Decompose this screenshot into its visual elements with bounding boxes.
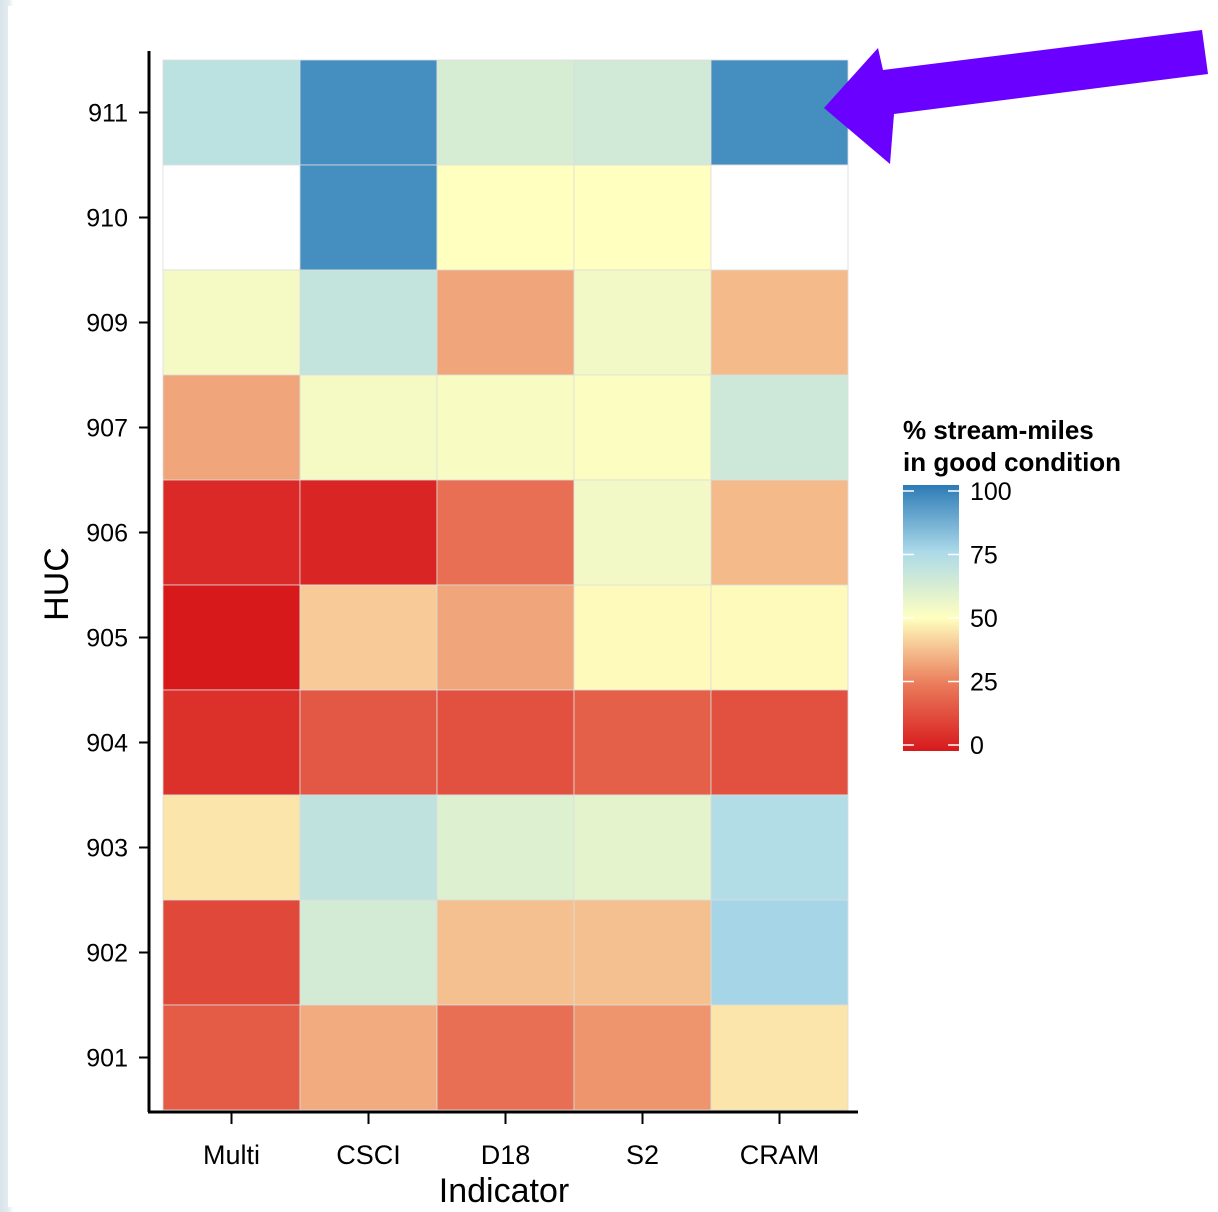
heatmap-cells	[162, 59, 849, 1111]
heatmap-cell-907-cram	[710, 374, 849, 481]
heatmap-cell-904-multi	[162, 689, 301, 796]
x-tick-label: CSCI	[336, 1140, 401, 1170]
chart-frame: 911 910 909 907 906 905 904 903 902 901 Multi CSCI…	[8, 6, 1218, 1210]
heatmap-cell-910-csci	[299, 164, 438, 271]
heatmap-cell-902-csci	[299, 899, 438, 1006]
annotation-arrow	[824, 30, 1208, 164]
y-ticks: 911 910 909 907 906 905 904 903 902 901	[86, 100, 149, 1073]
heatmap-cell-905-s2	[573, 584, 712, 691]
heatmap-cell-901-csci	[299, 1004, 438, 1111]
y-tick-label: 907	[86, 415, 128, 443]
legend: % stream-miles in good condition 100 75 50…	[903, 415, 1121, 760]
heatmap-cell-911-s2	[573, 59, 712, 166]
heatmap-cell-910-multi	[162, 164, 301, 271]
heatmap-cell-907-multi	[162, 374, 301, 481]
legend-tick-label: 75	[970, 542, 998, 570]
heatmap-chart: 911 910 909 907 906 905 904 903 902 901 Multi CSCI…	[38, 30, 1208, 1210]
legend-title-line-2: in good condition	[903, 447, 1121, 477]
heatmap-cell-905-multi	[162, 584, 301, 691]
legend-tick-label: 100	[970, 478, 1012, 506]
axes	[147, 51, 858, 1114]
heatmap-cell-904-d18	[436, 689, 575, 796]
heatmap-cell-905-csci	[299, 584, 438, 691]
heatmap-cell-907-csci	[299, 374, 438, 481]
heatmap-cell-902-cram	[710, 899, 849, 1006]
heatmap-cell-909-multi	[162, 269, 301, 376]
heatmap-cell-906-d18	[436, 479, 575, 586]
x-tick-label: S2	[626, 1140, 659, 1170]
heatmap-cell-903-cram	[710, 794, 849, 901]
y-tick-label: 910	[86, 205, 128, 233]
heatmap-cell-909-csci	[299, 269, 438, 376]
heatmap-cell-901-d18	[436, 1004, 575, 1111]
heatmap-cell-902-multi	[162, 899, 301, 1006]
heatmap-cell-906-multi	[162, 479, 301, 586]
x-tick-label: CRAM	[740, 1140, 820, 1170]
heatmap-cell-906-cram	[710, 479, 849, 586]
heatmap-cell-905-d18	[436, 584, 575, 691]
legend-tick-label: 25	[970, 669, 998, 697]
y-tick-label: 909	[86, 310, 128, 338]
heatmap-cell-909-d18	[436, 269, 575, 376]
y-tick-label: 901	[86, 1045, 128, 1073]
heatmap-cell-901-cram	[710, 1004, 849, 1111]
legend-ticks: 100 75 50 25 0	[903, 478, 1012, 760]
heatmap-cell-902-d18	[436, 899, 575, 1006]
heatmap-cell-904-csci	[299, 689, 438, 796]
x-tick-label: Multi	[203, 1140, 260, 1170]
heatmap-cell-903-d18	[436, 794, 575, 901]
heatmap-cell-901-s2	[573, 1004, 712, 1111]
heatmap-cell-911-d18	[436, 59, 575, 166]
x-axis-title: Indicator	[439, 1172, 569, 1207]
x-ticks: Multi CSCI D18 S2 CRAM	[203, 1112, 819, 1170]
legend-tick-label: 50	[970, 605, 998, 633]
legend-title-line-1: % stream-miles	[903, 415, 1094, 445]
heatmap-cell-906-s2	[573, 479, 712, 586]
heatmap-cell-909-cram	[710, 269, 849, 376]
y-tick-label: 903	[86, 835, 128, 863]
heatmap-cell-903-csci	[299, 794, 438, 901]
heatmap-cell-901-multi	[162, 1004, 301, 1111]
heatmap-cell-910-cram	[710, 164, 849, 271]
heatmap-cell-910-s2	[573, 164, 712, 271]
heatmap-cell-907-d18	[436, 374, 575, 481]
heatmap-cell-911-cram	[710, 59, 849, 166]
y-tick-label: 904	[86, 730, 128, 758]
heatmap-cell-906-csci	[299, 479, 438, 586]
heatmap-cell-910-d18	[436, 164, 575, 271]
legend-tick-label: 0	[970, 732, 984, 760]
y-tick-label: 905	[86, 625, 128, 653]
heatmap-cell-909-s2	[573, 269, 712, 376]
heatmap-cell-911-multi	[162, 59, 301, 166]
heatmap-cell-903-s2	[573, 794, 712, 901]
heatmap-cell-911-csci	[299, 59, 438, 166]
heatmap-cell-902-s2	[573, 899, 712, 1006]
heatmap-cell-907-s2	[573, 374, 712, 481]
y-tick-label: 902	[86, 940, 128, 968]
heatmap-cell-905-cram	[710, 584, 849, 691]
heatmap-cell-904-s2	[573, 689, 712, 796]
heatmap-cell-904-cram	[710, 689, 849, 796]
y-tick-label: 906	[86, 520, 128, 548]
arrow-icon	[824, 30, 1208, 164]
heatmap-cell-903-multi	[162, 794, 301, 901]
y-axis-title: HUC	[38, 547, 76, 621]
y-tick-label: 911	[88, 100, 128, 128]
x-tick-label: D18	[481, 1140, 531, 1170]
